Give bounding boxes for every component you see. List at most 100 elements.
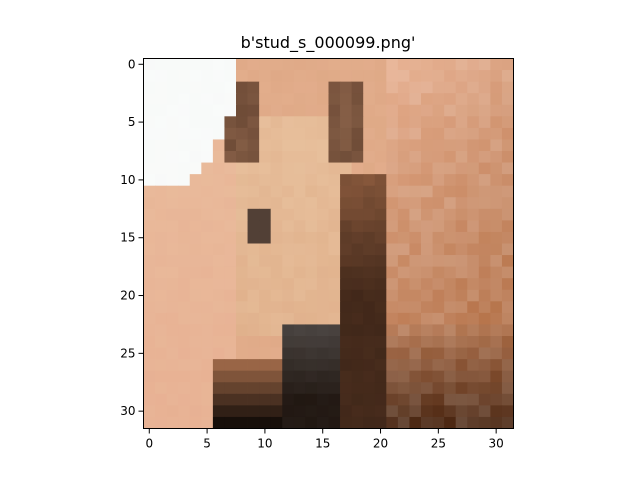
image-pixel <box>502 139 514 151</box>
image-pixel <box>224 163 236 175</box>
image-pixel <box>213 197 225 209</box>
image-pixel <box>317 301 329 313</box>
image-pixel <box>433 232 445 244</box>
image-pixel <box>305 139 317 151</box>
image-pixel <box>409 267 421 279</box>
image-pixel <box>409 313 421 325</box>
image-pixel <box>178 151 190 163</box>
image-pixel <box>479 105 491 117</box>
image-pixel <box>467 324 479 336</box>
image-pixel <box>490 278 502 290</box>
image-pixel <box>444 348 456 360</box>
image-pixel <box>433 336 445 348</box>
image-pixel <box>248 105 260 117</box>
image-pixel <box>271 70 283 82</box>
image-pixel <box>479 59 491 71</box>
image-pixel <box>224 70 236 82</box>
image-pixel <box>502 128 514 140</box>
image-pixel <box>190 197 202 209</box>
image-pixel <box>352 382 364 394</box>
image-pixel <box>456 186 468 198</box>
image-pixel <box>259 163 271 175</box>
image-pixel <box>294 70 306 82</box>
image-pixel <box>236 116 248 128</box>
image-pixel <box>433 151 445 163</box>
image-pixel <box>421 244 433 256</box>
image-pixel <box>479 116 491 128</box>
image-pixel <box>178 116 190 128</box>
image-pixel <box>190 105 202 117</box>
image-pixel <box>467 290 479 302</box>
image-pixel <box>386 139 398 151</box>
image-pixel <box>317 267 329 279</box>
image-pixel <box>467 151 479 163</box>
image-pixel <box>398 232 410 244</box>
image-pixel <box>305 394 317 406</box>
image-pixel <box>398 255 410 267</box>
image-pixel <box>329 220 341 232</box>
image-pixel <box>363 59 375 71</box>
image-pixel <box>375 267 387 279</box>
image-pixel <box>201 59 213 71</box>
image-pixel <box>190 163 202 175</box>
image-pixel <box>386 405 398 417</box>
image-pixel <box>294 417 306 429</box>
image-pixel <box>340 301 352 313</box>
image-pixel <box>178 128 190 140</box>
image-pixel <box>305 382 317 394</box>
image-pixel <box>386 186 398 198</box>
image-pixel <box>479 405 491 417</box>
image-pixel <box>421 324 433 336</box>
image-pixel <box>271 139 283 151</box>
image-pixel <box>305 267 317 279</box>
image-pixel <box>248 151 260 163</box>
image-pixel <box>317 394 329 406</box>
image-pixel <box>329 348 341 360</box>
image-pixel <box>329 105 341 117</box>
image-pixel <box>213 324 225 336</box>
image-pixel <box>421 220 433 232</box>
image-pixel <box>282 336 294 348</box>
image-pixel <box>201 93 213 105</box>
image-pixel <box>375 70 387 82</box>
image-pixel <box>352 151 364 163</box>
image-pixel <box>213 359 225 371</box>
image-pixel <box>201 70 213 82</box>
image-pixel <box>352 232 364 244</box>
image-pixel <box>467 244 479 256</box>
image-pixel <box>271 371 283 383</box>
image-pixel <box>224 417 236 429</box>
image-pixel <box>375 255 387 267</box>
image-pixel <box>421 301 433 313</box>
image-pixel <box>201 232 213 244</box>
image-pixel <box>259 348 271 360</box>
image-pixel <box>386 278 398 290</box>
image-pixel <box>178 163 190 175</box>
image-pixel <box>467 93 479 105</box>
image-pixel <box>259 405 271 417</box>
image-pixel <box>340 313 352 325</box>
image-pixel <box>190 93 202 105</box>
image-pixel <box>363 348 375 360</box>
image-pixel <box>248 348 260 360</box>
image-pixel <box>467 209 479 221</box>
image-pixel <box>282 313 294 325</box>
image-pixel <box>144 324 156 336</box>
image-pixel <box>329 116 341 128</box>
image-pixel <box>236 209 248 221</box>
image-pixel <box>352 394 364 406</box>
image-pixel <box>456 209 468 221</box>
image-pixel <box>409 324 421 336</box>
image-pixel <box>490 59 502 71</box>
image-pixel <box>248 244 260 256</box>
image-pixel <box>294 128 306 140</box>
image-pixel <box>144 348 156 360</box>
image-pixel <box>236 186 248 198</box>
image-pixel <box>259 417 271 429</box>
image-pixel <box>282 267 294 279</box>
image-pixel <box>224 382 236 394</box>
image-pixel <box>329 359 341 371</box>
image-pixel <box>375 105 387 117</box>
image-pixel <box>340 197 352 209</box>
x-axis: 0 5 10 15 20 25 30 <box>145 429 503 451</box>
